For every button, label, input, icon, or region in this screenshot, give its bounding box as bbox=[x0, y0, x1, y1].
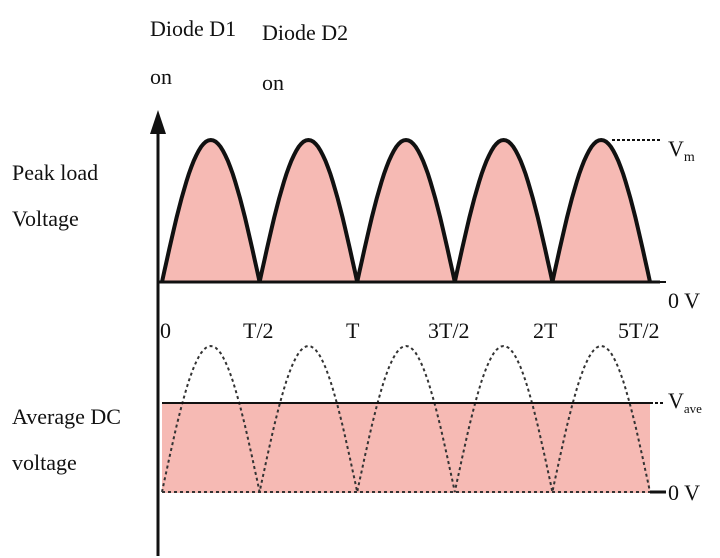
tick-label-5t-half: 5T/2 bbox=[618, 318, 660, 343]
tick-label-t: T bbox=[346, 318, 360, 343]
peak-load-waveform bbox=[160, 137, 652, 283]
tick-label-2t: 2T bbox=[533, 318, 558, 343]
tick-label-t-half: T/2 bbox=[243, 318, 274, 343]
tick-label-0: 0 bbox=[160, 318, 171, 343]
peak-load-voltage-label: Peak load Voltage bbox=[12, 160, 104, 231]
average-dc-voltage-label: Average DC voltage bbox=[12, 404, 126, 475]
zero-volt-top-label: 0 V bbox=[668, 288, 700, 313]
time-tick-labels: 0 T/2 T 3T/2 2T 5T/2 bbox=[160, 318, 660, 343]
diode-d2-label: Diode D2 on bbox=[262, 20, 354, 95]
vm-label: Vm bbox=[668, 136, 695, 165]
vave-label: Vave bbox=[668, 388, 702, 416]
rectified-wave-dotted bbox=[161, 344, 651, 493]
tick-label-3t-half: 3T/2 bbox=[428, 318, 470, 343]
rectified-wave-fill bbox=[162, 140, 650, 282]
average-dc-band bbox=[162, 403, 650, 493]
rectified-wave-curve bbox=[160, 137, 652, 283]
average-dc-waveform bbox=[161, 344, 651, 493]
vertical-axis-arrowhead bbox=[150, 110, 166, 134]
zero-volt-bottom-label: 0 V bbox=[668, 480, 700, 505]
axes bbox=[150, 110, 666, 556]
diode-d1-label: Diode D1 on bbox=[150, 16, 242, 89]
